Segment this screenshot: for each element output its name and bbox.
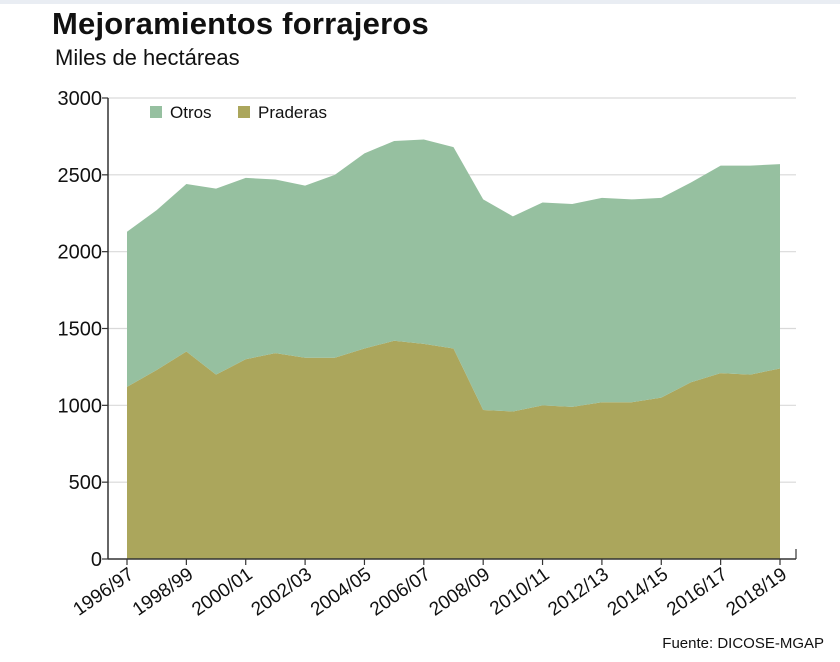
x-tick-label: 2004/05 [307, 564, 375, 621]
area-praderas [127, 340, 780, 559]
x-tick-label: 2014/15 [604, 564, 672, 621]
axes [102, 97, 797, 565]
legend-swatch-otros [150, 106, 162, 118]
x-tick-label: 1996/97 [70, 564, 138, 621]
x-tick-label: 1998/99 [129, 564, 197, 621]
legend: Otros Praderas [150, 103, 327, 122]
legend-label-praderas: Praderas [258, 103, 327, 122]
top-border [0, 0, 840, 4]
x-tick-label: 2000/01 [188, 564, 256, 621]
legend-label-otros: Otros [170, 103, 212, 122]
y-tick-label: 2500 [58, 165, 103, 187]
x-tick-label: 2010/11 [486, 564, 553, 620]
x-tick-labels: 1996/971998/992000/012002/032004/052006/… [70, 564, 791, 621]
chart-areas [127, 139, 780, 559]
y-tick-labels: 0 500 1000 1500 2000 2500 3000 [58, 88, 103, 571]
y-tick-label: 1500 [58, 319, 103, 341]
area-otros [127, 139, 780, 412]
chart-title: Mejoramientos forrajeros [52, 6, 429, 41]
x-tick-label: 2016/17 [663, 564, 731, 621]
legend-swatch-praderas [238, 106, 250, 118]
y-tick-label: 500 [69, 472, 102, 494]
x-tick-label: 2008/09 [426, 564, 494, 621]
y-tick-label: 2000 [58, 242, 103, 264]
x-tick-label: 2012/13 [544, 564, 612, 621]
y-tick-label: 3000 [58, 88, 103, 110]
x-tick-label: 2018/19 [723, 564, 791, 621]
y-tick-label: 0 [91, 549, 102, 571]
x-tick-label: 2002/03 [248, 564, 316, 621]
y-tick-label: 1000 [58, 395, 103, 417]
chart-subtitle: Miles de hectáreas [55, 45, 240, 70]
x-tick-label: 2006/07 [366, 564, 434, 621]
source-note: Fuente: DICOSE-MGAP [662, 635, 824, 652]
